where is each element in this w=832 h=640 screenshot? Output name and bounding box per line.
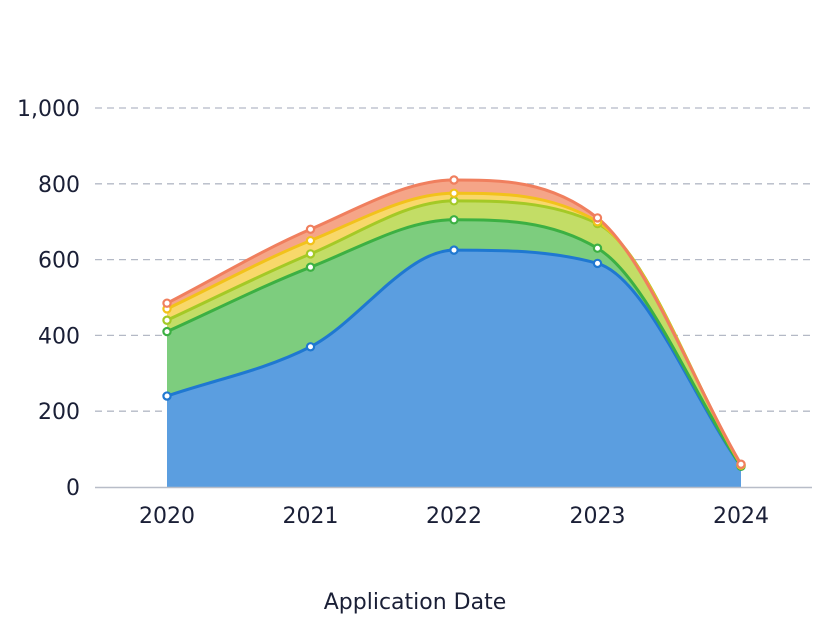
data-point (307, 264, 314, 271)
data-point (737, 461, 744, 468)
y-tick-label: 0 (66, 476, 80, 501)
data-point (594, 260, 601, 267)
data-point (450, 197, 457, 204)
data-point (450, 247, 457, 254)
x-axis-title: Application Date (324, 590, 507, 615)
data-point (163, 392, 170, 399)
data-point (307, 343, 314, 350)
x-tick-label: 2024 (713, 504, 769, 529)
data-point (163, 300, 170, 307)
data-point (594, 245, 601, 252)
y-tick-label: 200 (38, 400, 80, 425)
data-point (450, 216, 457, 223)
areas (167, 180, 741, 487)
y-tick-label: 800 (38, 173, 80, 198)
x-tick-label: 2023 (570, 504, 626, 529)
data-point (163, 328, 170, 335)
data-point (307, 237, 314, 244)
area-chart-svg: 0 200 400 600 800 1,000 2020 2021 2022 2023 2024 A… (0, 0, 832, 636)
data-point (307, 250, 314, 257)
chart: 0 200 400 600 800 1,000 2020 2021 2022 2023 2024 A… (0, 0, 832, 636)
x-tick-label: 2022 (426, 504, 482, 529)
x-tick-label: 2020 (139, 504, 195, 529)
data-point (594, 214, 601, 221)
data-point (450, 176, 457, 183)
y-tick-label: 400 (38, 324, 80, 349)
data-point (163, 317, 170, 324)
data-point (307, 226, 314, 233)
x-tick-label: 2021 (283, 504, 339, 529)
y-tick-label: 1,000 (17, 97, 80, 122)
data-point (450, 190, 457, 197)
y-tick-label: 600 (38, 249, 80, 274)
